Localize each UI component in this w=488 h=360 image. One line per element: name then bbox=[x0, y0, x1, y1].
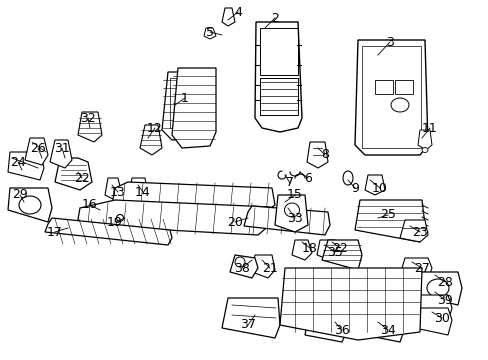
Text: 18: 18 bbox=[302, 242, 317, 255]
Text: 38: 38 bbox=[234, 261, 249, 274]
Bar bbox=[394, 80, 412, 94]
Text: 3: 3 bbox=[385, 36, 393, 49]
Text: 9: 9 bbox=[350, 181, 358, 194]
Polygon shape bbox=[417, 130, 431, 150]
Text: 34: 34 bbox=[379, 324, 395, 337]
Polygon shape bbox=[251, 255, 274, 278]
Ellipse shape bbox=[19, 196, 41, 214]
Polygon shape bbox=[140, 125, 162, 155]
Text: 31: 31 bbox=[54, 141, 70, 154]
Polygon shape bbox=[354, 200, 424, 242]
Polygon shape bbox=[354, 40, 427, 155]
Polygon shape bbox=[280, 268, 421, 340]
Polygon shape bbox=[291, 240, 311, 260]
Ellipse shape bbox=[342, 171, 352, 185]
Text: 30: 30 bbox=[433, 311, 449, 324]
Polygon shape bbox=[399, 220, 427, 242]
Polygon shape bbox=[229, 255, 258, 278]
Text: 33: 33 bbox=[286, 211, 302, 225]
Polygon shape bbox=[55, 158, 92, 190]
Polygon shape bbox=[414, 295, 451, 322]
Polygon shape bbox=[8, 152, 44, 180]
Polygon shape bbox=[306, 142, 327, 168]
Text: 28: 28 bbox=[436, 275, 452, 288]
Polygon shape bbox=[50, 140, 72, 168]
Text: 23: 23 bbox=[411, 225, 427, 238]
Text: 11: 11 bbox=[421, 122, 437, 135]
Polygon shape bbox=[222, 8, 235, 26]
Polygon shape bbox=[78, 112, 102, 142]
Polygon shape bbox=[244, 206, 329, 235]
Text: 17: 17 bbox=[47, 225, 63, 238]
Polygon shape bbox=[77, 200, 271, 235]
Ellipse shape bbox=[284, 203, 299, 217]
Ellipse shape bbox=[390, 98, 408, 112]
Polygon shape bbox=[112, 182, 274, 215]
Polygon shape bbox=[45, 218, 172, 245]
Polygon shape bbox=[129, 178, 148, 200]
Text: 6: 6 bbox=[304, 171, 311, 184]
Text: 14: 14 bbox=[135, 185, 151, 198]
Text: 35: 35 bbox=[326, 246, 342, 258]
Text: 13: 13 bbox=[110, 185, 125, 198]
Text: 27: 27 bbox=[413, 261, 429, 274]
Text: 37: 37 bbox=[240, 319, 255, 332]
Text: 20: 20 bbox=[226, 216, 243, 229]
Text: 1: 1 bbox=[181, 91, 188, 104]
Polygon shape bbox=[105, 178, 122, 200]
Text: 5: 5 bbox=[205, 26, 214, 39]
Ellipse shape bbox=[421, 148, 427, 153]
Text: 19: 19 bbox=[107, 216, 122, 229]
Polygon shape bbox=[172, 68, 216, 148]
Text: 8: 8 bbox=[320, 148, 328, 162]
Text: 22: 22 bbox=[74, 171, 90, 184]
Text: 12: 12 bbox=[147, 122, 163, 135]
Polygon shape bbox=[274, 195, 307, 232]
Polygon shape bbox=[222, 298, 280, 338]
Polygon shape bbox=[254, 22, 302, 132]
Text: 4: 4 bbox=[234, 5, 242, 18]
Polygon shape bbox=[162, 72, 203, 140]
Text: 10: 10 bbox=[371, 181, 387, 194]
Polygon shape bbox=[8, 188, 52, 222]
Polygon shape bbox=[305, 308, 347, 342]
Text: 25: 25 bbox=[379, 208, 395, 221]
Polygon shape bbox=[399, 258, 431, 280]
Polygon shape bbox=[364, 308, 404, 342]
Polygon shape bbox=[25, 138, 48, 165]
Text: 2: 2 bbox=[270, 12, 278, 24]
Ellipse shape bbox=[426, 279, 448, 297]
Text: 39: 39 bbox=[436, 293, 452, 306]
Polygon shape bbox=[321, 240, 361, 270]
Polygon shape bbox=[316, 240, 337, 260]
Text: 15: 15 bbox=[286, 189, 303, 202]
Text: 22: 22 bbox=[331, 242, 347, 255]
Ellipse shape bbox=[235, 257, 244, 267]
Polygon shape bbox=[414, 308, 451, 335]
Text: 36: 36 bbox=[333, 324, 349, 337]
Polygon shape bbox=[203, 28, 216, 39]
Ellipse shape bbox=[116, 215, 123, 221]
Text: 24: 24 bbox=[10, 156, 26, 168]
Text: 21: 21 bbox=[262, 261, 277, 274]
Text: 29: 29 bbox=[12, 189, 28, 202]
Text: 32: 32 bbox=[80, 112, 96, 125]
Text: 16: 16 bbox=[82, 198, 98, 211]
Text: 7: 7 bbox=[285, 176, 293, 189]
Polygon shape bbox=[414, 272, 461, 305]
Text: 26: 26 bbox=[30, 141, 46, 154]
Polygon shape bbox=[364, 175, 384, 195]
Bar bbox=[374, 80, 392, 94]
